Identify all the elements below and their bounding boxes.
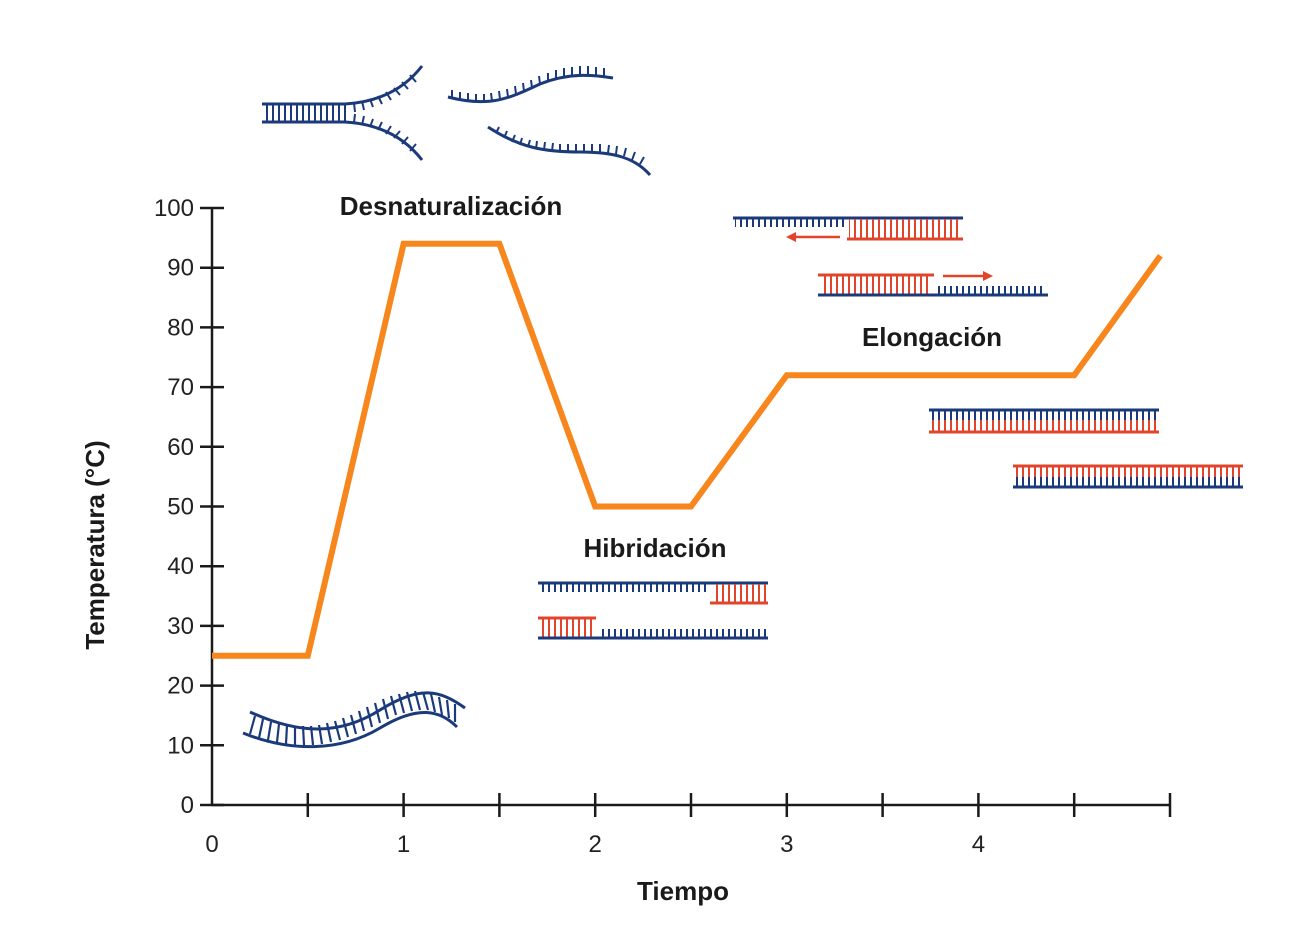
y-tick-label: 40 (167, 553, 194, 580)
dna-single-strands-icon (447, 66, 652, 177)
temperature-curve-line (212, 240, 1163, 659)
y-tick-label: 30 (167, 613, 194, 640)
y-tick-label: 10 (167, 732, 194, 759)
x-tick-label: 4 (972, 831, 985, 858)
y-tick-label: 90 (167, 255, 194, 282)
dna-elongation-icon (733, 216, 1243, 489)
y-ticks: 0 10 20 30 40 50 60 70 80 90 100 (154, 195, 224, 819)
y-tick-label: 60 (167, 434, 194, 461)
y-tick-label: 50 (167, 494, 194, 521)
y-tick-label: 20 (167, 673, 194, 700)
y-tick-label: 70 (167, 374, 194, 401)
x-tick-label: 3 (780, 831, 793, 858)
dna-double-helix-icon (242, 690, 466, 749)
x-axis-title: Tiempo (637, 876, 729, 906)
x-tick-label: 0 (205, 831, 218, 858)
phase-label-elongation: Elongación (862, 322, 1002, 352)
y-tick-label: 80 (167, 314, 194, 341)
x-ticks: 0 1 2 3 4 (205, 793, 1172, 858)
phase-label-annealing: Hibridación (583, 533, 726, 563)
dna-annealing-icon (538, 581, 768, 640)
y-tick-label: 0 (181, 792, 194, 819)
axes: 0 10 20 30 40 50 60 70 80 90 100 0 1 2 3 4 (154, 195, 1172, 858)
x-tick-label: 2 (589, 831, 602, 858)
phase-label-denaturation: Desnaturalización (340, 191, 563, 221)
y-axis-title: Temperatura (°C) (80, 440, 110, 649)
y-tick-label: 100 (154, 195, 194, 222)
x-tick-label: 1 (397, 831, 410, 858)
dna-denaturing-icon (262, 65, 424, 161)
